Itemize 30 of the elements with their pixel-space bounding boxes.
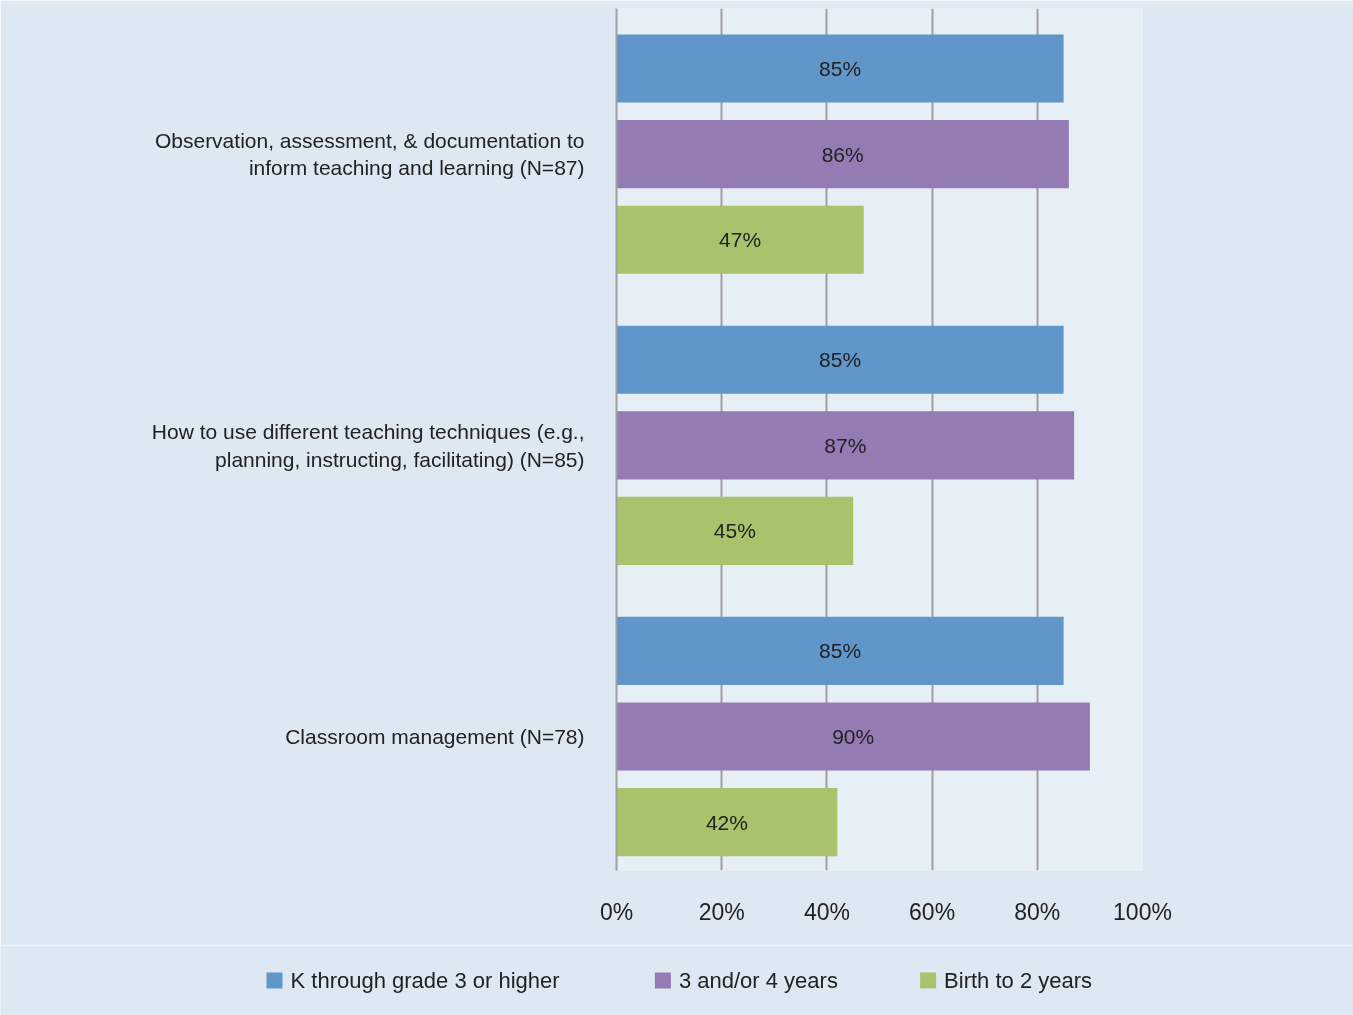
x-tick-label: 40% bbox=[803, 898, 850, 925]
data-label: 87% bbox=[824, 433, 867, 457]
data-label: 42% bbox=[705, 810, 748, 834]
bar bbox=[616, 205, 864, 274]
bar bbox=[616, 325, 1064, 394]
data-label: 45% bbox=[713, 519, 756, 543]
bar bbox=[616, 788, 838, 857]
x-tick-label: 60% bbox=[909, 898, 956, 925]
x-tick-label: 0% bbox=[599, 898, 634, 925]
x-tick-label: 80% bbox=[1014, 898, 1061, 925]
bar bbox=[616, 496, 854, 566]
bar bbox=[616, 702, 1090, 771]
bar bbox=[616, 616, 1064, 685]
x-tick-label: 20% bbox=[698, 898, 745, 925]
data-label: 85% bbox=[819, 348, 862, 372]
legend-label: Birth to 2 years bbox=[944, 968, 1093, 993]
bar bbox=[616, 34, 1064, 103]
data-label: 85% bbox=[819, 56, 862, 80]
legend-label: 3 and/or 4 years bbox=[678, 968, 838, 993]
y-tick-label: Classroom management (N=78) bbox=[285, 725, 585, 749]
data-label: 86% bbox=[821, 142, 864, 166]
y-tick-label: Observation, assessment, & documentation to inform teaching and learning (N=87) bbox=[154, 128, 585, 180]
y-tick-label: How to use different teaching techniques (e.g., planning, instructing, facilitating) (N=85) bbox=[151, 420, 585, 471]
data-label: 90% bbox=[832, 725, 875, 749]
x-tick-label: 100% bbox=[1113, 898, 1172, 925]
legend-label: K through grade 3 or higher bbox=[290, 968, 560, 993]
data-label: 85% bbox=[819, 639, 862, 663]
data-label: 47% bbox=[719, 228, 762, 252]
bar bbox=[616, 411, 1075, 480]
bar bbox=[616, 120, 1069, 189]
